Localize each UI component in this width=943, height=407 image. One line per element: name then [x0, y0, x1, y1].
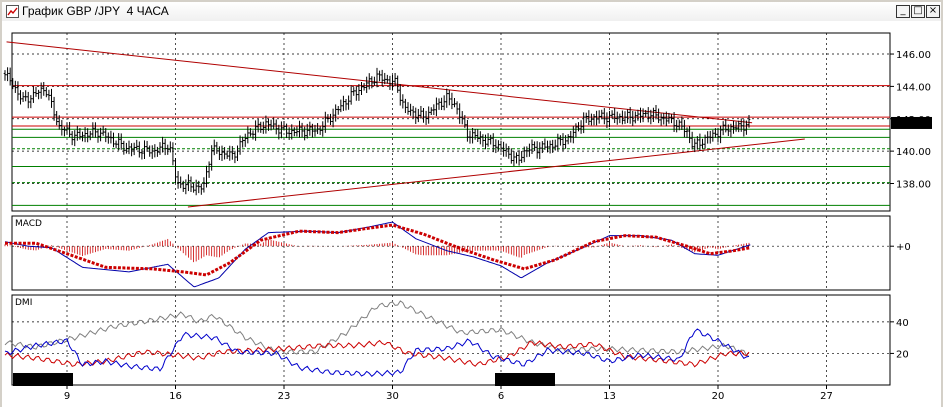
close-button[interactable]: ×	[926, 5, 940, 18]
x-tick-label: 6	[498, 391, 504, 402]
month-badge-jan	[13, 373, 73, 386]
current-price-label: 141.74	[895, 119, 930, 130]
adx-line	[4, 300, 750, 357]
trend-line	[187, 138, 805, 208]
minimize-button[interactable]: _	[896, 5, 910, 18]
x-tick-label: 27	[820, 391, 833, 402]
title-bar[interactable]: График GBP /JPY 4 ЧАСА _ □ ×	[2, 2, 941, 22]
price-tick-label: 144.00	[896, 82, 931, 93]
macd-tick-label: +0	[896, 242, 911, 253]
price-tick-label: 140.00	[896, 147, 931, 158]
month-badge-feb	[495, 373, 555, 386]
month-label-feb: Фев 2017	[498, 375, 547, 386]
chart-background	[2, 21, 941, 407]
macd-signal-line	[5, 223, 751, 277]
price-tick-label: 138.00	[896, 179, 931, 190]
dmi-tick-label: 40	[896, 318, 909, 329]
x-tick-label: 9	[64, 391, 70, 402]
x-tick-label: 20	[712, 391, 725, 402]
x-tick-label: 23	[278, 391, 291, 402]
dmi-tick-label: 20	[896, 349, 909, 360]
x-tick-label: 13	[603, 391, 616, 402]
macd-pane-label: MACD	[15, 219, 42, 229]
x-tick-label: 16	[169, 391, 182, 402]
current-price-badge	[891, 116, 932, 129]
plus-di-line	[4, 328, 750, 378]
pane-border-macd	[11, 215, 891, 291]
dmi-pane-label: DMI	[15, 298, 32, 308]
window-title: График GBP /JPY 4 ЧАСА	[22, 4, 169, 18]
month-label-jan: Янв 2017	[16, 375, 64, 386]
pane-border-price	[11, 32, 891, 212]
x-tick-label: 30	[386, 391, 399, 402]
chart-app-icon	[6, 5, 19, 18]
price-tick-label: 146.00	[896, 50, 931, 61]
maximize-button[interactable]: □	[911, 5, 925, 18]
pane-border-dmi	[11, 294, 891, 386]
